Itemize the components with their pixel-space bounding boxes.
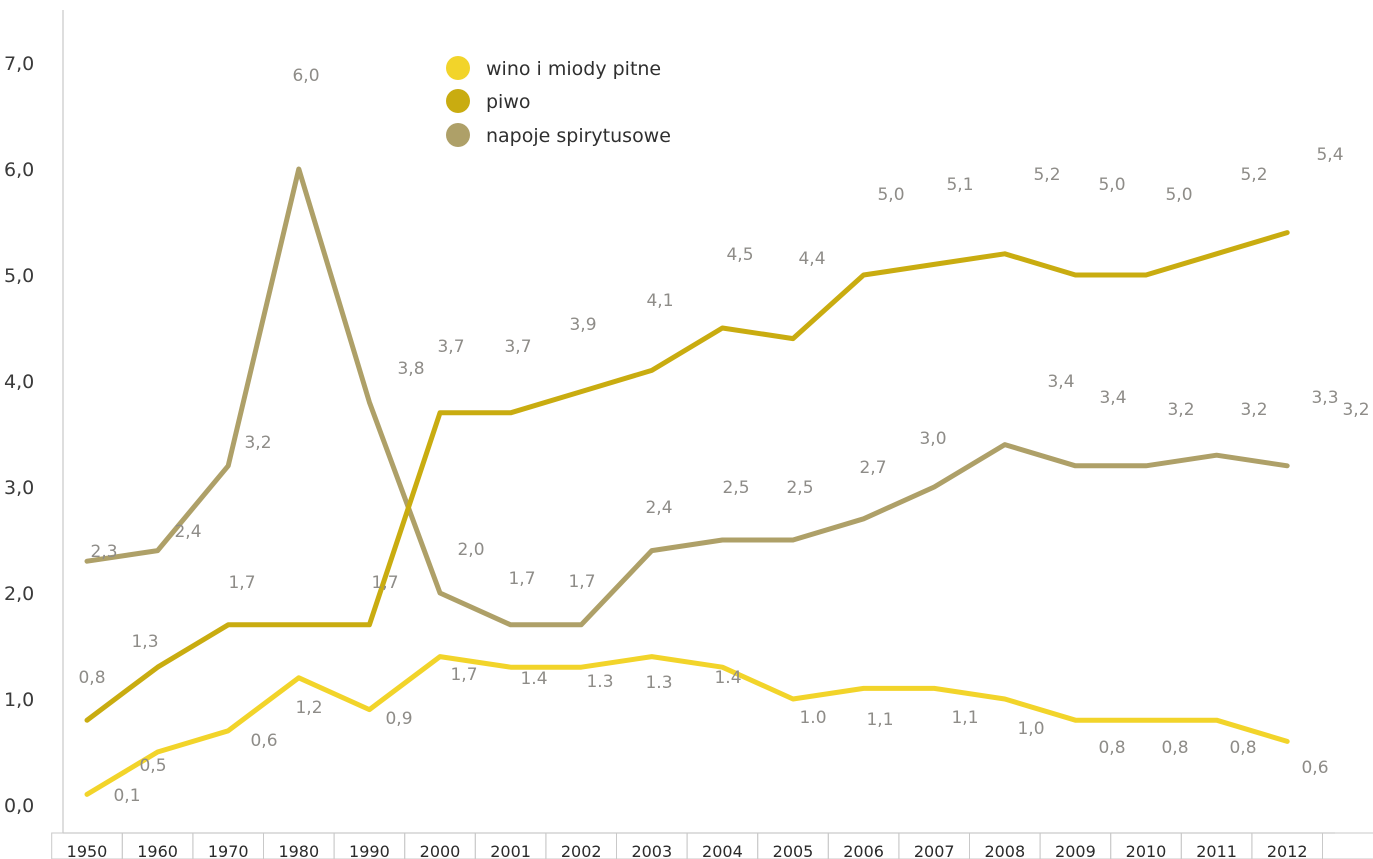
data-label: 3,4 bbox=[1099, 388, 1126, 408]
legend-marker bbox=[446, 123, 470, 147]
data-label: 3,8 bbox=[397, 359, 424, 379]
legend-marker bbox=[446, 89, 470, 113]
data-label: 1.0 bbox=[799, 708, 826, 728]
x-tick-label: 2004 bbox=[702, 842, 743, 859]
data-label: 3,2 bbox=[1240, 400, 1267, 420]
series-lines bbox=[87, 169, 1287, 794]
x-category-cell bbox=[1323, 833, 1373, 859]
data-label: 2,3 bbox=[90, 542, 117, 562]
data-label: 0,6 bbox=[250, 731, 277, 751]
data-label: 1.3 bbox=[645, 673, 672, 693]
y-tick-label: 0,0 bbox=[4, 795, 34, 817]
data-label: 1,7 bbox=[450, 665, 477, 685]
x-tick-label: 1960 bbox=[137, 842, 178, 859]
y-tick-label: 2,0 bbox=[4, 583, 34, 605]
x-tick-label: 2007 bbox=[914, 842, 955, 859]
x-tick-label: 2002 bbox=[561, 842, 602, 859]
data-label: 2,0 bbox=[457, 540, 484, 560]
data-label: 3,2 bbox=[1167, 400, 1194, 420]
data-label: 1,7 bbox=[228, 573, 255, 593]
data-label: 0,8 bbox=[1098, 738, 1125, 758]
x-tick-label: 2011 bbox=[1196, 842, 1237, 859]
data-label: 1.4 bbox=[714, 668, 741, 688]
data-label: 5,2 bbox=[1240, 165, 1267, 185]
data-label: 0,6 bbox=[1301, 758, 1328, 778]
data-label: 3,3 bbox=[1311, 388, 1338, 408]
data-label: 1,3 bbox=[131, 632, 158, 652]
x-tick-label: 2005 bbox=[773, 842, 814, 859]
x-tick-label: 2009 bbox=[1055, 842, 1096, 859]
legend-entry: piwo bbox=[486, 91, 531, 113]
data-label: 0,8 bbox=[1229, 738, 1256, 758]
data-label: 0,5 bbox=[139, 756, 166, 776]
legend: wino i miody pitne piwo napoje spirytusowe bbox=[446, 56, 671, 147]
x-tick-label: 2006 bbox=[843, 842, 884, 859]
x-tick-label: 2000 bbox=[420, 842, 461, 859]
data-label: 5,0 bbox=[877, 185, 904, 205]
data-label: 1.3 bbox=[586, 672, 613, 692]
data-label: 2,4 bbox=[645, 498, 672, 518]
data-label: 1,1 bbox=[866, 710, 893, 730]
x-tick-label: 1980 bbox=[278, 842, 319, 859]
data-label: 5,0 bbox=[1165, 185, 1192, 205]
data-label: 1.4 bbox=[520, 669, 547, 689]
y-tick-label: 4,0 bbox=[4, 371, 34, 393]
data-label: 4,4 bbox=[798, 249, 825, 269]
x-tick-label: 2010 bbox=[1126, 842, 1167, 859]
y-tick-label: 3,0 bbox=[4, 477, 34, 499]
data-label: 5,1 bbox=[946, 175, 973, 195]
data-label: 1,7 bbox=[508, 569, 535, 589]
legend-marker bbox=[446, 56, 470, 80]
data-label: 2,4 bbox=[174, 522, 201, 542]
data-label: 2,7 bbox=[859, 458, 886, 478]
x-tick-label: 2008 bbox=[984, 842, 1025, 859]
y-tick-label: 5,0 bbox=[4, 265, 34, 287]
data-label: 2,5 bbox=[786, 478, 813, 498]
data-label: 1,0 bbox=[1017, 719, 1044, 739]
data-label: 0,8 bbox=[1161, 738, 1188, 758]
data-label: 3,7 bbox=[504, 337, 531, 357]
x-tick-label: 1990 bbox=[349, 842, 390, 859]
series-line bbox=[87, 657, 1287, 795]
x-tick-label: 2001 bbox=[490, 842, 531, 859]
x-tick-label: 1970 bbox=[208, 842, 249, 859]
data-label: 3,4 bbox=[1047, 372, 1074, 392]
data-label: 1,2 bbox=[295, 698, 322, 718]
data-label: 3,2 bbox=[244, 433, 271, 453]
y-axis-ticks: 0,0 1,0 2,0 3,0 4,0 5,0 6,0 7,0 bbox=[4, 53, 34, 817]
data-label: 4,5 bbox=[726, 245, 753, 265]
x-tick-label: 2003 bbox=[631, 842, 672, 859]
y-tick-label: 1,0 bbox=[4, 689, 34, 711]
data-label: 5,4 bbox=[1316, 145, 1343, 165]
data-label: 0,8 bbox=[78, 668, 105, 688]
data-label: 5,0 bbox=[1098, 175, 1125, 195]
x-axis-category-cells: 1950 1960 1970 1980 1990 2000 2001 2002 2003 2004… bbox=[52, 833, 1373, 859]
y-tick-label: 6,0 bbox=[4, 159, 34, 181]
legend-entry: wino i miody pitne bbox=[486, 58, 661, 80]
data-label: 1,1 bbox=[951, 708, 978, 728]
y-tick-label: 7,0 bbox=[4, 53, 34, 75]
data-label: 6,0 bbox=[292, 66, 319, 86]
data-label: 0,9 bbox=[385, 709, 412, 729]
legend-entry: napoje spirytusowe bbox=[486, 125, 671, 147]
data-label: 3,7 bbox=[437, 337, 464, 357]
x-tick-label: 1950 bbox=[67, 842, 108, 859]
data-label: 3,2 bbox=[1342, 400, 1369, 420]
data-label: 0,1 bbox=[113, 786, 140, 806]
data-label: 2,5 bbox=[722, 478, 749, 498]
data-label: 1,7 bbox=[568, 572, 595, 592]
data-label: 5,2 bbox=[1033, 165, 1060, 185]
data-label: 4,1 bbox=[646, 291, 673, 311]
data-label: 3,0 bbox=[919, 429, 946, 449]
x-tick-label: 2012 bbox=[1267, 842, 1308, 859]
data-label: 3,9 bbox=[569, 315, 596, 335]
data-label: 1,7 bbox=[371, 573, 398, 593]
